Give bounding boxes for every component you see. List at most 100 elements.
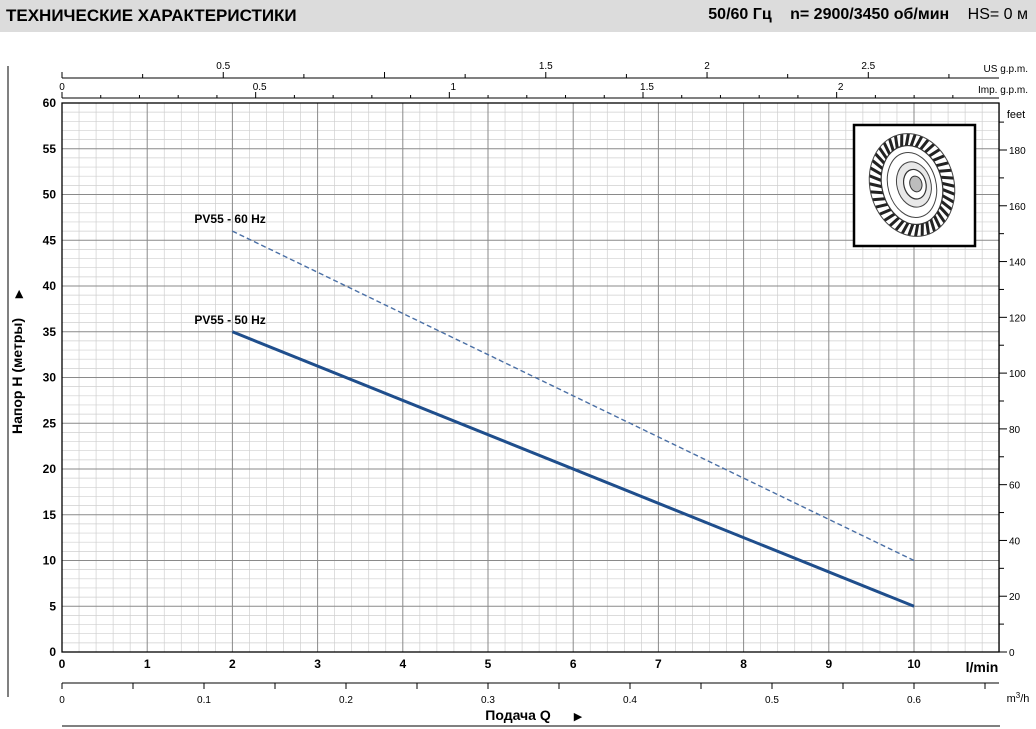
feet-tick-label: 160 — [1009, 202, 1026, 213]
y-tick-label: 5 — [49, 599, 56, 613]
top-axes: 0.5 1.5 2 2.5 0 0.5 1 1.5 2 — [59, 61, 999, 99]
impeller-tooth — [941, 194, 955, 204]
y-tick-label: 40 — [43, 279, 57, 293]
page-title: ТЕХНИЧЕСКИЕ ХАРАКТЕРИСТИКИ — [6, 6, 297, 25]
imp-tick-label: 1.5 — [640, 82, 654, 93]
impeller-tooth — [936, 210, 946, 224]
series-label: PV55 - 60 Hz — [194, 212, 265, 226]
series-layer: PV55 - 50 Hz PV55 - 60 Hz — [194, 212, 915, 608]
x-tick-label: 6 — [570, 657, 577, 671]
us-tick-label: 2.5 — [861, 61, 875, 72]
y-tick-label: 0 — [49, 645, 56, 659]
impeller-tooth — [914, 135, 924, 148]
impeller-tooth — [894, 219, 905, 232]
x-tick-label: 0 — [59, 657, 66, 671]
impeller-tooth — [875, 202, 888, 209]
impeller-tooth — [924, 143, 936, 154]
hs-label: HS= 0 м — [967, 6, 1028, 23]
series-line-60hz — [232, 230, 915, 562]
bottom-axis-m3h: 0 0.1 0.2 0.3 0.4 0.5 0.6 — [59, 682, 999, 706]
y-tick-label: 45 — [43, 233, 57, 247]
header-bar — [0, 0, 1036, 32]
x-axis: 0 1 2 3 4 5 6 7 8 9 10 — [59, 657, 921, 671]
impeller-tooth — [940, 175, 954, 180]
impeller-tooth — [940, 200, 953, 211]
imp-tick-label: 0 — [59, 82, 65, 93]
impeller-tooth — [893, 135, 899, 149]
x-tick-label: 10 — [907, 657, 921, 671]
impeller-tooth — [870, 190, 884, 195]
m3h-tick-label: 0.5 — [765, 695, 779, 706]
us-gpm-label: US g.p.m. — [984, 64, 1028, 75]
impeller-tooth — [874, 152, 886, 165]
y-tick-label: 20 — [43, 462, 57, 476]
x-tick-label: 1 — [144, 657, 151, 671]
impeller-tooth — [914, 224, 920, 237]
m3h-tick-label: 0.1 — [197, 695, 211, 706]
impeller-tooth — [941, 181, 955, 188]
impeller-tooth — [904, 133, 910, 146]
x-tick-label: 5 — [485, 657, 492, 671]
impeller-tooth — [920, 223, 924, 236]
feet-tick-label: 40 — [1009, 536, 1021, 547]
y-axis-label: Напор Н (метры) — [9, 318, 25, 434]
impeller-tooth — [938, 205, 950, 218]
impeller-tooth — [869, 182, 883, 189]
impeller-tooth — [878, 146, 888, 160]
impeller-tooth — [871, 159, 884, 170]
plot-frame — [61, 102, 1000, 653]
x-tick-label: 2 — [229, 657, 236, 671]
impeller-tooth — [928, 148, 941, 158]
impeller-tooth — [909, 133, 917, 147]
impeller-tooth — [883, 212, 896, 222]
impeller-tooth — [907, 223, 915, 237]
impeller-tooth — [872, 197, 886, 202]
impeller-tooth — [938, 168, 952, 173]
speed-label: n= 2900/3450 об/мин — [790, 6, 950, 23]
impeller-tooth — [879, 208, 892, 216]
m3h-tick-label: 0.6 — [907, 695, 921, 706]
feet-tick-label: 100 — [1009, 369, 1026, 380]
impeller-tooth — [925, 221, 931, 235]
impeller-tooth — [900, 222, 910, 235]
frequency-label: 50/60 Гц — [708, 6, 772, 23]
impeller-tooth — [869, 166, 883, 176]
x-tick-label: 9 — [825, 657, 832, 671]
impeller-tooth — [933, 215, 942, 228]
feet-tick-label: 140 — [1009, 258, 1026, 269]
feet-tick-label: 0 — [1009, 648, 1015, 659]
imp-tick-label: 0.5 — [253, 82, 267, 93]
impeller-tooth — [868, 174, 882, 182]
m3h-tick-label: 0.2 — [339, 695, 353, 706]
y-tick-label: 35 — [43, 325, 57, 339]
imp-gpm-label: Imp. g.p.m. — [978, 85, 1028, 96]
impeller-tooth — [919, 138, 930, 151]
series-line-50hz — [231, 330, 915, 608]
impeller-tooth — [888, 216, 900, 227]
x-axis-label: l/min — [966, 659, 999, 675]
x-tick-label: 7 — [655, 657, 662, 671]
impeller-tooth — [942, 188, 956, 196]
feet-tick-label: 20 — [1009, 592, 1021, 603]
impeller-tooth — [900, 134, 904, 147]
m3h-tick-label: 0.3 — [481, 695, 495, 706]
y-axis-arrow-icon: ▶ — [13, 289, 25, 298]
flow-label: Подача Q — [485, 707, 551, 723]
imp-tick-label: 1 — [451, 82, 457, 93]
us-tick-label: 0.5 — [216, 61, 230, 72]
m3h-label: m3/h — [1007, 691, 1030, 706]
impeller-tooth — [936, 161, 949, 168]
us-tick-label: 1.5 — [539, 61, 553, 72]
m3h-tick-label: 0 — [59, 695, 65, 706]
impeller-teeth — [868, 133, 956, 237]
imp-tick-label: 2 — [838, 82, 844, 93]
header-specs: 50/60 Гц n= 2900/3450 об/мин HS= 0 м — [708, 6, 1028, 24]
m3h-tick-label: 0.4 — [623, 695, 637, 706]
y-tick-label: 15 — [43, 508, 57, 522]
y-tick-label: 60 — [43, 96, 57, 110]
feet-tick-label: 60 — [1009, 481, 1021, 492]
us-tick-label: 2 — [704, 61, 710, 72]
impeller-tooth — [888, 138, 895, 152]
y-tick-label: 30 — [43, 371, 57, 385]
impeller-tooth — [882, 142, 891, 155]
